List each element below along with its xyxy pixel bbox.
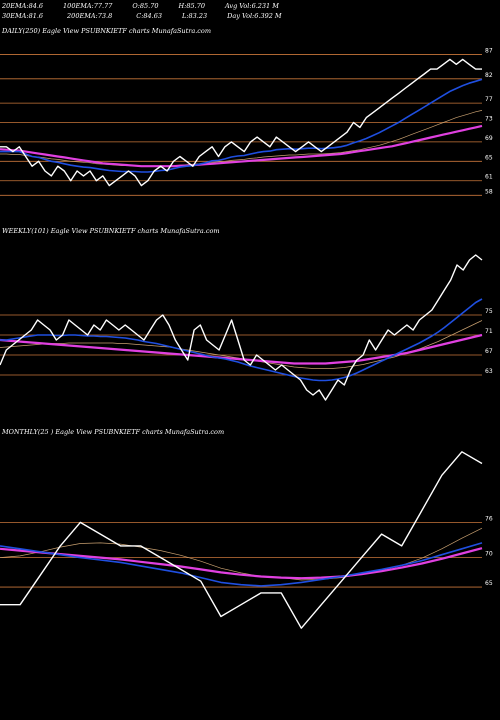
y-tick-label-1-3: 63 <box>485 368 493 375</box>
header-row-1: 20EMA:84.6 100EMA:77.77 O:85.70 H:85.70 Avg … <box>2 2 279 10</box>
series-line-ema_fast-1 <box>0 298 483 382</box>
high-label: H: <box>178 2 187 10</box>
weekly-chart-title: WEEKLY(101) Eagle View PSUBNKIETF charts… <box>2 227 220 235</box>
y-tick-label-0-5: 65 <box>485 154 493 161</box>
y-tick-label-0-2: 77 <box>485 96 493 103</box>
y-tick-label-1-2: 67 <box>485 348 493 355</box>
low-value: 83.23 <box>188 12 208 20</box>
monthly-chart-title: MONTHLY(25 ) Eagle View PSUBNKIETF chart… <box>2 428 225 436</box>
avgvol-label: Avg Vol: <box>224 2 252 10</box>
ema30-value: 81.6 <box>28 12 44 20</box>
avgvol-value: 6.231 M <box>251 2 279 10</box>
y-tick-label-1-1: 71 <box>485 328 493 335</box>
y-tick-label-0-3: 73 <box>485 116 493 123</box>
series-line-ema_slow-0 <box>0 124 483 168</box>
y-tick-label-0-4: 69 <box>485 135 493 142</box>
y-tick-label-2-0: 76 <box>485 515 493 522</box>
y-tick-label-2-2: 65 <box>485 580 493 587</box>
y-tick-label-0-7: 58 <box>485 188 493 195</box>
series-line-ema_slow-2 <box>0 547 483 580</box>
y-tick-label-2-1: 70 <box>485 551 493 558</box>
low-label: L: <box>182 12 189 20</box>
series-line-price-2 <box>0 451 483 629</box>
close-value: 84.63 <box>143 12 163 20</box>
y-tick-label-0-1: 82 <box>485 72 493 79</box>
series-line-price-1 <box>0 254 483 401</box>
ema100-value: 77.77 <box>93 2 113 10</box>
header-row-2: 30EMA:81.6 200EMA:73.8 C:84.63 L:83.23 Day V… <box>2 12 282 20</box>
series-line-price-0 <box>0 58 482 187</box>
y-tick-label-1-0: 75 <box>485 308 493 315</box>
dayvol-label: Day Vol: <box>227 12 255 20</box>
close-label: C: <box>136 12 144 20</box>
series-line-ema_thin-0 <box>0 110 483 168</box>
high-value: 85.70 <box>186 2 205 10</box>
open-value: 85.70 <box>139 2 159 10</box>
ema20-value: 84.6 <box>28 2 44 10</box>
ema30-label: 30EMA: <box>2 12 29 20</box>
open-label: O: <box>132 2 140 10</box>
ema200-value: 73.8 <box>97 12 113 20</box>
y-tick-label-0-6: 61 <box>485 174 493 181</box>
dayvol-value: 6.392 M <box>254 12 282 20</box>
daily-chart-title: DAILY(250) Eagle View PSUBNKIETF charts … <box>2 27 211 35</box>
ema20-label: 20EMA: <box>2 2 29 10</box>
series-line-ema_fast-0 <box>0 78 483 173</box>
series-line-ema_fast-2 <box>0 542 483 587</box>
ema200-label: 200EMA: <box>67 12 98 20</box>
ema100-label: 100EMA: <box>63 2 94 10</box>
series-line-ema_slow-1 <box>0 333 483 365</box>
y-tick-label-0-0: 87 <box>485 48 493 55</box>
